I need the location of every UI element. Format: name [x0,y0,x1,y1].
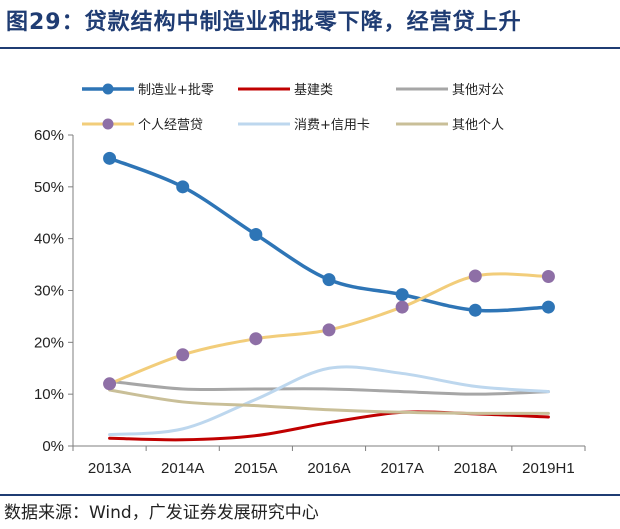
series-group [103,151,555,442]
data-point [395,288,409,302]
data-point [176,348,190,362]
x-tick-label: 2019H1 [522,460,575,477]
data-point [541,270,555,284]
legend-label: 基建类 [294,83,333,98]
x-tick-label: 2015A [234,460,277,477]
series-line [108,388,550,415]
data-point [103,151,117,165]
data-point [176,180,190,194]
x-tick-label: 2016A [307,460,350,477]
series-line [108,365,550,437]
x-tick-label: 2017A [380,460,423,477]
x-tick-label: 2014A [161,460,204,477]
chart-title: 图29：贷款结构中制造业和批零下降，经营贷上升 [6,10,522,35]
y-axis: 0% 10% 20% 30% 40% 50% 60% [34,127,74,455]
y-tick-label: 10% [34,386,64,403]
legend-marker [102,118,114,130]
data-point [249,332,263,346]
legend-label: 其他个人 [452,118,504,133]
legend-label: 消费+信用卡 [294,118,370,133]
data-point [103,377,117,391]
series-line [108,410,550,442]
x-axis: 2013A 2014A 2015A 2016A 2017A 2018A 2019H1 [72,445,586,477]
legend-label: 制造业+批零 [138,83,214,98]
series-line [107,156,551,313]
y-tick-label: 60% [34,127,64,144]
data-point [395,300,409,314]
series-line [108,379,550,396]
data-point [322,273,336,287]
data-point [468,303,482,317]
data-point [249,228,263,242]
y-tick-label: 20% [34,334,64,351]
x-tick-label: 2018A [454,460,497,477]
data-point [541,300,555,314]
x-tick-label: 2013A [88,460,131,477]
source-note: 数据来源：Wind，广发证券发展研究中心 [4,503,319,523]
y-tick-label: 0% [42,438,64,455]
legend-marker [102,83,114,95]
legend-label: 其他对公 [452,83,504,98]
y-tick-label: 40% [34,231,64,248]
y-tick-label: 50% [34,179,64,196]
data-point [322,323,336,337]
y-tick-label: 30% [34,283,64,300]
data-point [468,269,482,283]
legend-label: 个人经营贷 [138,118,203,133]
title-divider [0,47,620,49]
source-divider [0,494,620,496]
